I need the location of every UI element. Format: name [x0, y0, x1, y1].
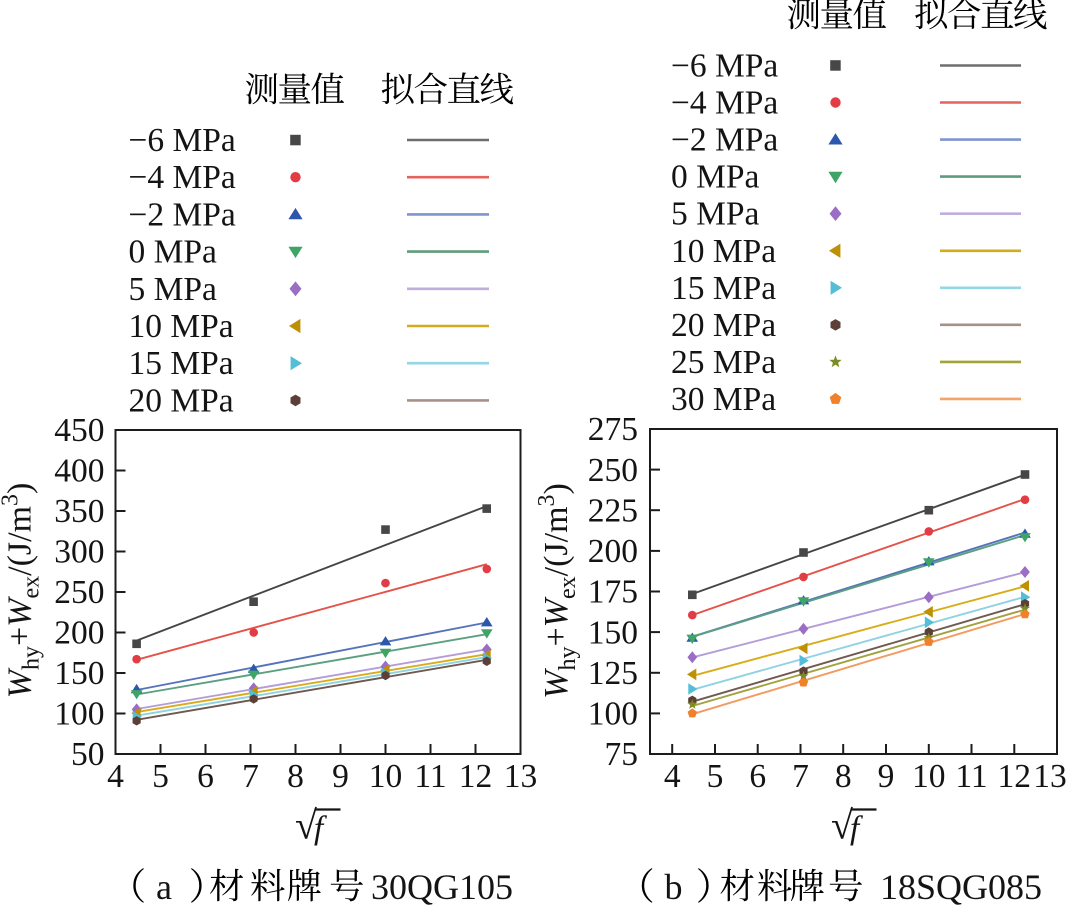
svg-text:50: 50: [71, 736, 105, 773]
svg-text:10 MPa: 10 MPa: [671, 233, 776, 270]
svg-text:−4 MPa: −4 MPa: [671, 85, 778, 122]
svg-text:75: 75: [605, 736, 639, 773]
svg-text:0 MPa: 0 MPa: [671, 159, 760, 196]
svg-text:150: 150: [54, 655, 104, 692]
svg-text:5: 5: [707, 758, 724, 795]
svg-text:4: 4: [107, 758, 124, 795]
svg-text:30QG105: 30QG105: [371, 867, 513, 907]
svg-text:125: 125: [588, 655, 638, 692]
svg-text:100: 100: [588, 696, 638, 733]
svg-text:11: 11: [955, 758, 987, 795]
svg-text:4: 4: [664, 758, 681, 795]
svg-text:10: 10: [912, 758, 946, 795]
svg-text:9: 9: [878, 758, 895, 795]
svg-text:6: 6: [197, 758, 214, 795]
svg-text:−6 MPa: −6 MPa: [129, 122, 236, 159]
svg-text:200: 200: [588, 533, 638, 570]
svg-text:−6 MPa: −6 MPa: [671, 48, 778, 85]
svg-text:20 MPa: 20 MPa: [129, 382, 234, 419]
svg-text:0 MPa: 0 MPa: [129, 234, 218, 271]
svg-text:√: √: [295, 803, 317, 848]
svg-text:5 MPa: 5 MPa: [129, 271, 218, 308]
svg-text:175: 175: [588, 574, 638, 611]
svg-text:15 MPa: 15 MPa: [671, 270, 776, 307]
svg-text:15 MPa: 15 MPa: [129, 345, 234, 382]
svg-text:√: √: [831, 803, 853, 848]
svg-text:450: 450: [54, 412, 104, 449]
svg-text:8: 8: [287, 758, 304, 795]
svg-text:9: 9: [332, 758, 349, 795]
svg-text:8: 8: [835, 758, 852, 795]
svg-text:10 MPa: 10 MPa: [129, 308, 234, 345]
svg-text:6: 6: [749, 758, 766, 795]
svg-text:25 MPa: 25 MPa: [671, 344, 776, 381]
svg-text:250: 250: [54, 574, 104, 611]
svg-text:250: 250: [588, 452, 638, 489]
svg-text:20 MPa: 20 MPa: [671, 307, 776, 344]
svg-text:a: a: [156, 867, 172, 907]
svg-text:7: 7: [792, 758, 809, 795]
svg-text:10: 10: [369, 758, 403, 795]
svg-text:12: 12: [459, 758, 493, 795]
svg-text:13: 13: [1033, 758, 1067, 795]
svg-text:5 MPa: 5 MPa: [671, 196, 760, 233]
svg-text:7: 7: [242, 758, 259, 795]
svg-text:−2 MPa: −2 MPa: [671, 122, 778, 159]
svg-text:18SQG085: 18SQG085: [880, 867, 1042, 907]
svg-text:b: b: [665, 867, 683, 907]
svg-text:11: 11: [414, 758, 446, 795]
svg-text:400: 400: [54, 453, 104, 490]
svg-text:200: 200: [54, 615, 104, 652]
svg-text:350: 350: [54, 493, 104, 530]
svg-text:30 MPa: 30 MPa: [671, 381, 776, 418]
svg-text:275: 275: [588, 411, 638, 448]
svg-text:13: 13: [504, 758, 538, 795]
svg-text:12: 12: [998, 758, 1032, 795]
svg-text:Why+Wex/(J/m3): Why+Wex/(J/m3): [534, 483, 581, 699]
svg-text:−4 MPa: −4 MPa: [129, 159, 236, 196]
svg-text:100: 100: [54, 696, 104, 733]
svg-text:300: 300: [54, 534, 104, 571]
svg-text:225: 225: [588, 493, 638, 530]
svg-text:−2 MPa: −2 MPa: [129, 196, 236, 233]
svg-text:Why+Wex/(J/m3): Why+Wex/(J/m3): [0, 483, 45, 699]
svg-text:150: 150: [588, 614, 638, 651]
svg-text:5: 5: [152, 758, 169, 795]
